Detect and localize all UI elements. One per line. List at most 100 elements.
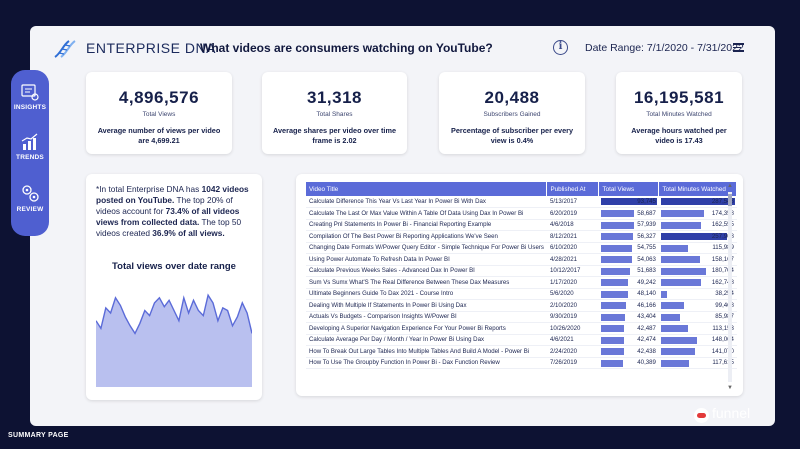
kpi-description: Average shares per video over time frame… [272, 126, 397, 145]
cell-video-title: Ultimate Beginners Guide To Dax 2021 - C… [306, 288, 547, 300]
table-row[interactable]: Creating Pnl Statements In Power Bi - Fi… [306, 219, 737, 231]
scroll-up-icon[interactable]: ▲ [727, 183, 733, 189]
minutes-value: 85,987 [715, 313, 734, 321]
cell-total-minutes: 117,615 [658, 357, 737, 369]
table-row[interactable]: Compilation Of The Best Power Bi Reporti… [306, 230, 737, 243]
views-value: 46,166 [637, 301, 656, 309]
kpi-card-total-shares: 31,318 Total Shares Average shares per v… [262, 72, 407, 154]
table-row[interactable]: Sum Vs Sumx What'S The Real Difference B… [306, 276, 737, 289]
cell-total-minutes: 148,064 [658, 334, 737, 346]
views-bar [600, 313, 625, 321]
cell-total-minutes: 162,555 [658, 219, 737, 231]
cell-published-at: 4/6/2021 [546, 334, 599, 346]
scroll-down-icon[interactable]: ▼ [727, 385, 733, 391]
minutes-bar [660, 348, 696, 355]
cell-total-minutes: 99,468 [658, 299, 737, 312]
column-header-title[interactable]: Video Title [306, 182, 548, 196]
partner-logo-text: funnel [712, 405, 751, 421]
cell-published-at: 1/17/2020 [546, 276, 599, 289]
views-value: 40,389 [637, 359, 656, 367]
scroll-thumb[interactable] [728, 194, 732, 206]
cell-total-minutes: 113,153 [658, 322, 737, 335]
column-header-published[interactable]: Published At [546, 182, 600, 196]
cell-total-views: 54,063 [598, 253, 659, 266]
cell-total-minutes: 141,070 [658, 345, 737, 358]
report-header: ENTERPRISE DNA What videos are consumers… [30, 26, 775, 70]
cell-published-at: 8/12/2021 [546, 230, 599, 243]
views-bar [600, 244, 632, 252]
views-value: 48,140 [637, 290, 656, 298]
kpi-label: Total Minutes Watched [646, 111, 712, 118]
views-value: 43,404 [637, 313, 656, 321]
nav-item-insights[interactable]: INSIGHTS [11, 82, 49, 111]
minutes-value: 162,555 [711, 221, 734, 229]
kpi-description: Average hours watched per video is 17.43 [631, 126, 727, 145]
views-value: 51,683 [637, 267, 656, 275]
table-row[interactable]: How To Use The Groupby Function In Power… [306, 357, 737, 369]
views-bar [600, 290, 628, 298]
minutes-value: 115,989 [712, 244, 734, 252]
page-tab-summary[interactable]: SUMMARY PAGE [8, 432, 69, 439]
cell-published-at: 2/24/2020 [546, 345, 599, 358]
minutes-bar [660, 302, 684, 309]
filter-menu-icon[interactable] [733, 43, 744, 54]
cell-video-title: Calculate Average Per Day / Month / Year… [306, 334, 547, 346]
column-header-views[interactable]: Total Views [598, 182, 660, 196]
scroll-track[interactable] [728, 192, 732, 382]
table-scrollbar[interactable]: ▲ ▼ [726, 182, 734, 392]
cell-total-views: 49,242 [598, 276, 659, 289]
table-row[interactable]: How To Break Out Large Tables Into Multi… [306, 345, 737, 358]
cell-total-minutes: 257,908 [658, 230, 737, 243]
cell-total-views: 56,327 [598, 230, 659, 243]
table-row[interactable]: Changing Date Formats W/Power Query Edit… [306, 242, 737, 254]
views-value: 42,474 [637, 336, 656, 344]
nav-item-review[interactable]: REVIEW [11, 182, 49, 213]
table-row[interactable]: Using Power Automate To Refresh Data In … [306, 253, 737, 266]
nav-item-trends[interactable]: TRENDS [11, 132, 49, 161]
kpi-label: Total Shares [316, 111, 353, 118]
table-row[interactable]: Calculate Average Per Day / Month / Year… [306, 334, 737, 346]
videos-table-body: Calculate Difference This Year Vs Last Y… [306, 196, 737, 369]
date-range-label: Date Range: 7/1/2020 - 7/31/2022 [585, 42, 744, 54]
videos-table-card: Video Title Published At Total Views Tot… [296, 174, 743, 396]
cell-video-title: Calculate The Last Or Max Value Within A… [306, 207, 547, 220]
minutes-value: 257,908 [711, 232, 734, 240]
table-row[interactable]: Ultimate Beginners Guide To Dax 2021 - C… [306, 288, 737, 300]
views-bar [600, 359, 623, 367]
views-value: 42,487 [637, 324, 656, 332]
cell-total-views: 42,438 [598, 345, 659, 358]
cell-total-views: 40,389 [598, 357, 659, 369]
views-bar [600, 198, 657, 205]
cell-total-views: 57,939 [598, 219, 659, 231]
summary-text: *In total Enterprise DNA has 1042 videos… [96, 184, 249, 238]
minutes-bar [660, 279, 702, 286]
table-row[interactable]: Calculate Previous Weeks Sales - Advance… [306, 265, 737, 277]
cell-total-views: 51,683 [598, 265, 659, 277]
minutes-bar [660, 336, 698, 344]
nav-label: TRENDS [16, 154, 44, 161]
table-row[interactable]: Developing A Superior Navigation Experie… [306, 322, 737, 335]
area-chart-title: Total views over date range [112, 261, 236, 272]
table-row[interactable]: Actuals Vs Budgets - Comparison Insights… [306, 311, 737, 323]
table-row[interactable]: Calculate Difference This Year Vs Last Y… [306, 196, 737, 208]
views-value: 58,687 [637, 209, 656, 217]
minutes-bar [660, 210, 705, 217]
column-header-minutes[interactable]: Total Minutes Watched [658, 182, 738, 196]
views-bar [600, 302, 627, 309]
cell-total-minutes: 287,548 [658, 196, 737, 208]
cell-video-title: Changing Date Formats W/Power Query Edit… [306, 242, 547, 254]
cell-published-at: 4/6/2018 [546, 219, 599, 231]
table-row[interactable]: Calculate The Last Or Max Value Within A… [306, 207, 737, 220]
kpi-card-subscribers: 20,488 Subscribers Gained Percentage of … [439, 72, 585, 154]
kpi-value: 31,318 [307, 88, 362, 107]
insights-icon [21, 84, 39, 101]
cell-total-minutes: 115,989 [658, 242, 737, 254]
minutes-value: 148,064 [711, 336, 734, 344]
table-row[interactable]: Dealing With Multiple If Statements In P… [306, 299, 737, 312]
minutes-value: 174,358 [711, 209, 734, 217]
views-bar [600, 256, 632, 263]
cell-video-title: Compilation Of The Best Power Bi Reporti… [306, 230, 547, 243]
info-icon[interactable]: i [553, 40, 568, 55]
minutes-value: 180,704 [711, 267, 734, 275]
cell-published-at: 6/20/2019 [546, 207, 599, 220]
